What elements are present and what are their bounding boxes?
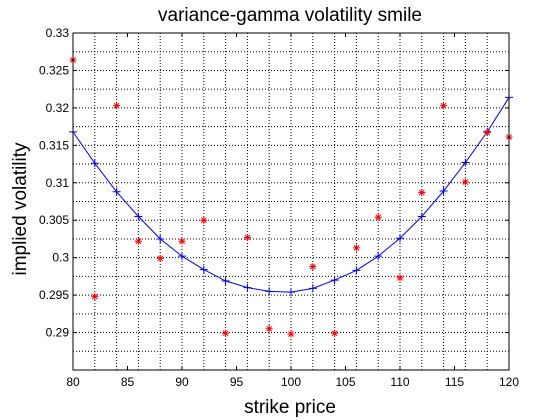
- x-tick-label: 85: [121, 375, 135, 389]
- y-tick-label: 0.29: [46, 326, 70, 340]
- axis-ticks: 80 85 90 95 100 105 110 115 120 0.29 0.295 0.3 0.305…: [39, 26, 519, 389]
- observed-point-marker: [461, 178, 469, 186]
- fitted-point-marker: [90, 159, 99, 168]
- fitted-point-marker: [287, 288, 295, 297]
- fitted-point-marker: [374, 252, 383, 261]
- observed-point-marker: [440, 102, 448, 110]
- x-tick-label: 105: [335, 375, 355, 389]
- observed-point-marker: [352, 244, 360, 252]
- x-tick-label: 100: [281, 375, 301, 389]
- grid-lines: [73, 33, 509, 370]
- fitted-point-marker: [156, 234, 165, 243]
- observed-point-marker: [287, 330, 295, 338]
- y-tick-label: 0.315: [39, 138, 69, 152]
- y-tick-label: 0.32: [46, 101, 70, 115]
- x-tick-label: 110: [390, 375, 409, 389]
- observed-point-marker: [113, 102, 121, 110]
- x-tick-label: 90: [175, 375, 189, 389]
- observed-point-marker: [396, 274, 404, 282]
- observed-point-marker: [134, 237, 142, 245]
- observed-point-marker: [243, 233, 251, 241]
- observed-point-marker: [200, 216, 208, 224]
- fitted-point-marker: [199, 265, 208, 274]
- observed-point-marker: [222, 329, 230, 337]
- observed-point-marker: [156, 254, 164, 262]
- fitted-point-marker: [265, 287, 274, 296]
- fitted-point-marker: [178, 252, 186, 261]
- y-tick-label: 0.3: [52, 251, 69, 265]
- observed-point-marker: [178, 237, 186, 245]
- y-tick-label: 0.305: [39, 213, 69, 227]
- x-tick-label: 120: [499, 375, 519, 389]
- fitted-point-marker: [352, 266, 361, 275]
- observed-point-marker: [331, 329, 339, 337]
- x-tick-label: 95: [230, 375, 244, 389]
- observed-point-marker: [374, 213, 382, 221]
- x-tick-label: 80: [66, 375, 80, 389]
- y-tick-label: 0.325: [39, 63, 69, 77]
- fitted-point-marker: [396, 234, 404, 243]
- fitted-point-marker: [461, 158, 470, 167]
- fitted-point-marker: [330, 276, 339, 285]
- fitted-point-marker: [439, 187, 448, 196]
- fitted-point-marker: [112, 187, 121, 196]
- y-tick-label: 0.33: [46, 26, 70, 40]
- observed-point-marker: [418, 189, 426, 197]
- chart-title: variance-gamma volatility smile: [158, 5, 422, 26]
- fitted-point-marker: [243, 283, 252, 292]
- fitted-point-marker: [308, 284, 317, 293]
- x-tick-label: 115: [445, 375, 464, 389]
- fitted-point-marker: [221, 276, 230, 285]
- observed-point-marker: [265, 325, 273, 333]
- x-axis-label: strike price: [244, 397, 336, 418]
- y-axis-label: implied volatility: [10, 142, 31, 276]
- data-markers: [69, 56, 513, 338]
- fitted-point-marker: [417, 212, 426, 221]
- y-tick-label: 0.31: [46, 176, 70, 190]
- y-tick-label: 0.295: [39, 288, 69, 302]
- observed-point-marker: [91, 293, 99, 301]
- observed-point-marker: [483, 129, 491, 137]
- observed-point-marker: [309, 263, 317, 271]
- fitted-point-marker: [134, 212, 143, 221]
